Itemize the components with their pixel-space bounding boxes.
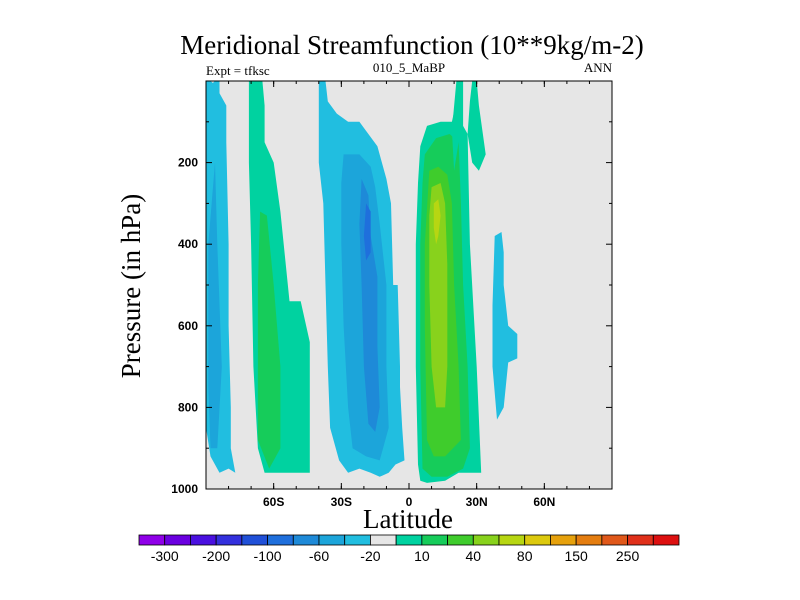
colorbar-swatch [498, 534, 526, 546]
colorbar-swatch [215, 534, 243, 546]
colorbar-label: -20 [360, 548, 380, 564]
colorbar-label: 10 [414, 548, 430, 564]
colorbar-swatch [138, 534, 166, 546]
y-tick-label: 200 [178, 156, 198, 170]
case-label: 010_5_MaBP [373, 60, 445, 75]
colorbar-swatch [292, 534, 320, 546]
colorbar: -300 -200 -100 -60 -20 10 40 80 150 250 [138, 534, 680, 564]
season-label: ANN [584, 60, 613, 75]
y-tick-label: 400 [178, 237, 198, 251]
contour-layer [206, 81, 518, 483]
colorbar-swatch [601, 534, 628, 546]
y-axis-label: Pressure (in hPa) [116, 194, 146, 378]
colorbar-label: -300 [151, 548, 179, 564]
colorbar-swatch [472, 534, 500, 546]
colorbar-label: 150 [564, 548, 588, 564]
x-tick-label: 30N [466, 495, 488, 509]
x-tick-label: 60S [263, 495, 284, 509]
colorbar-label: -100 [254, 548, 282, 564]
contour-region-sh-hadley-cell-max [363, 203, 371, 261]
y-axis: 200 400 600 800 1000 [171, 121, 612, 496]
colorbar-swatch [575, 534, 603, 546]
colorbar-swatch [627, 534, 654, 546]
colorbar-swatch [241, 534, 268, 546]
x-axis-label: Latitude [363, 504, 453, 534]
contour-region-nh-upper-tongue [467, 81, 486, 171]
colorbar-swatch [164, 534, 191, 546]
contour-region-nh-hadley-cell-core [429, 183, 448, 408]
colorbar-label: 40 [465, 548, 481, 564]
colorbar-swatch [524, 534, 551, 546]
y-tick-label: 800 [178, 400, 198, 414]
y-tick-label: 600 [178, 319, 198, 333]
contour-region-nh-ferrel-cell [492, 232, 518, 420]
colorbar-swatch [267, 534, 294, 546]
x-axis: 60S 30S 0 30N 60N [228, 81, 590, 509]
contour-region-sh-polar-cell-inner [208, 162, 222, 449]
x-tick-label: 0 [406, 495, 413, 509]
experiment-label: Expt = tfksc [206, 63, 270, 78]
colorbar-label: 250 [616, 548, 640, 564]
colorbar-swatch [550, 534, 577, 546]
contour-region-sh-ferrel-cell-core [257, 211, 281, 469]
colorbar-swatch [190, 534, 217, 546]
chart-title: Meridional Streamfunction (10**9kg/m-2) [180, 30, 643, 60]
x-tick-label: 30S [331, 495, 352, 509]
y-tick-label: 1000 [171, 482, 198, 496]
colorbar-label: -60 [309, 548, 329, 564]
colorbar-swatch [421, 534, 448, 546]
colorbar-swatch [318, 534, 346, 546]
colorbar-swatch [370, 534, 397, 546]
x-tick-label: 60N [533, 495, 555, 509]
colorbar-swatch [395, 534, 423, 546]
colorbar-swatch [652, 534, 680, 546]
contour-region-nh-upper-tongue-thin [451, 81, 461, 171]
contour-region-nh-hadley-cell-max [433, 199, 441, 245]
colorbar-label: 80 [517, 548, 533, 564]
colorbar-swatch [447, 534, 474, 546]
colorbar-swatch [344, 534, 371, 546]
colorbar-label: -200 [202, 548, 230, 564]
